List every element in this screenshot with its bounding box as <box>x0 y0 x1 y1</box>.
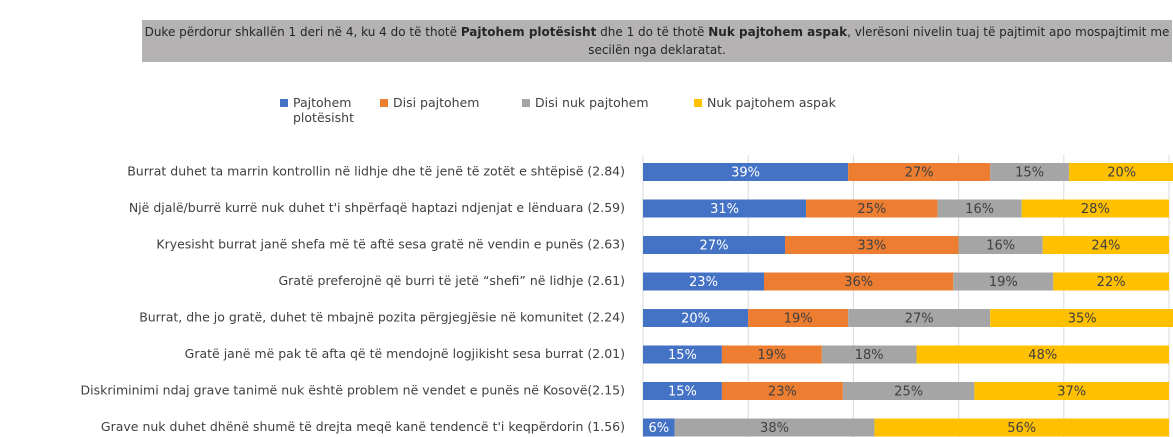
bar-segment <box>785 236 959 254</box>
bar-segment <box>842 382 975 400</box>
legend-swatch <box>380 99 388 107</box>
bar-segment <box>763 272 954 291</box>
legend-swatch <box>280 99 288 107</box>
bar-segment <box>1042 236 1169 254</box>
bar-segment <box>721 345 822 364</box>
title-part: dhe 1 do të thotë <box>596 25 709 39</box>
title-part: Pajtohem plotësisht <box>460 25 597 39</box>
legend-swatch <box>694 99 702 107</box>
bar-segment <box>643 272 764 291</box>
data-label: 27% <box>700 239 729 254</box>
bar-segment <box>990 163 1070 181</box>
legend-item: Disi pajtohem <box>380 95 510 125</box>
data-label: 6% <box>648 421 669 436</box>
legend-label: Nuk pajtohem aspak <box>707 95 836 110</box>
bar-segment <box>1053 272 1169 291</box>
bar-segment <box>721 382 843 400</box>
bar-segment <box>643 309 749 327</box>
data-label: 37% <box>1057 385 1086 400</box>
bar-segment <box>990 309 1173 327</box>
bar-segment <box>643 163 849 181</box>
bar-segment <box>821 345 917 364</box>
bar-segment <box>643 236 786 254</box>
data-label: 16% <box>965 202 994 217</box>
data-label: 16% <box>986 239 1015 254</box>
title-part: , vlerësoni nivelin tuaj të pajtimit apo… <box>588 25 1170 57</box>
category-label: Gratë preferojnë që burri të jetë “shefi… <box>279 273 626 288</box>
data-label: 24% <box>1091 239 1120 254</box>
bar-segment <box>643 418 675 437</box>
data-label: 35% <box>1068 312 1097 327</box>
data-label: 22% <box>1097 275 1126 290</box>
category-label: Kryesisht burrat janë shefa më të aftë s… <box>156 237 625 252</box>
data-label: 20% <box>1107 166 1136 181</box>
category-label: Burrat, dhe jo gratë, duhet të mbajnë po… <box>139 310 625 325</box>
data-label: 33% <box>857 239 886 254</box>
bar-segment <box>958 236 1043 254</box>
category-label: Burrat duhet ta marrin kontrollin në lid… <box>127 164 625 179</box>
data-label: 15% <box>668 348 697 363</box>
title-part: Duke përdorur shkallën 1 deri në 4, ku 4… <box>144 25 461 39</box>
legend-swatch <box>522 99 530 107</box>
data-label: 36% <box>844 275 873 290</box>
bar-segment <box>953 272 1054 291</box>
data-label: 15% <box>668 385 697 400</box>
bar-segment <box>916 345 1169 364</box>
bar-segment <box>643 382 722 400</box>
bar-segment <box>974 382 1169 400</box>
bar-segment <box>643 345 722 364</box>
data-label: 25% <box>857 202 886 217</box>
data-label: 23% <box>768 385 797 400</box>
data-label: 48% <box>1028 348 1057 363</box>
legend-label: Disi nuk pajtohem <box>535 95 649 110</box>
data-label: 19% <box>784 312 813 327</box>
data-label: 19% <box>757 348 786 363</box>
bar-segment <box>1021 199 1169 218</box>
data-label: 20% <box>681 312 710 327</box>
legend-label: Disi pajtohem <box>393 95 480 110</box>
legend-item: Nuk pajtohem aspak <box>694 95 874 125</box>
category-label: Diskriminimi ndaj grave tanimë nuk është… <box>81 383 625 398</box>
legend-label: Pajtohem plotësisht <box>293 95 354 125</box>
legend-item: Pajtohem plotësisht <box>280 95 368 125</box>
chart-title: Duke përdorur shkallën 1 deri në 4, ku 4… <box>142 20 1172 62</box>
legend-item: Disi nuk pajtohem <box>522 95 682 125</box>
data-label: 56% <box>1007 421 1036 436</box>
bar-segment <box>874 418 1169 437</box>
data-label: 27% <box>905 312 934 327</box>
bar-segment <box>748 309 849 327</box>
bar-segment <box>848 163 991 181</box>
data-label: 15% <box>1015 166 1044 181</box>
bar-segment <box>674 418 875 437</box>
bar-segment <box>937 199 1022 218</box>
data-label: 31% <box>710 202 739 217</box>
category-label: Gratë janë më pak të afta që të mendojnë… <box>185 346 625 361</box>
bar-segment <box>1069 163 1173 181</box>
bar-segment <box>806 199 938 218</box>
legend: Pajtohem plotësisht Disi pajtohem Disi nuk… <box>280 95 886 125</box>
data-label: 23% <box>689 275 718 290</box>
data-label: 28% <box>1081 202 1110 217</box>
category-label: Një djalë/burrë kurrë nuk duhet t'i shpë… <box>129 200 625 215</box>
data-label: 18% <box>855 348 884 363</box>
data-label: 19% <box>989 275 1018 290</box>
data-label: 39% <box>731 166 760 181</box>
bar-segment <box>643 199 807 218</box>
category-label: Grave nuk duhet dhënë shumë të drejta me… <box>101 419 625 434</box>
bar-segment <box>848 309 991 327</box>
data-label: 38% <box>760 421 789 436</box>
data-label: 27% <box>905 166 934 181</box>
title-part: Nuk pajtohem aspak <box>708 25 848 39</box>
data-label: 25% <box>894 385 923 400</box>
